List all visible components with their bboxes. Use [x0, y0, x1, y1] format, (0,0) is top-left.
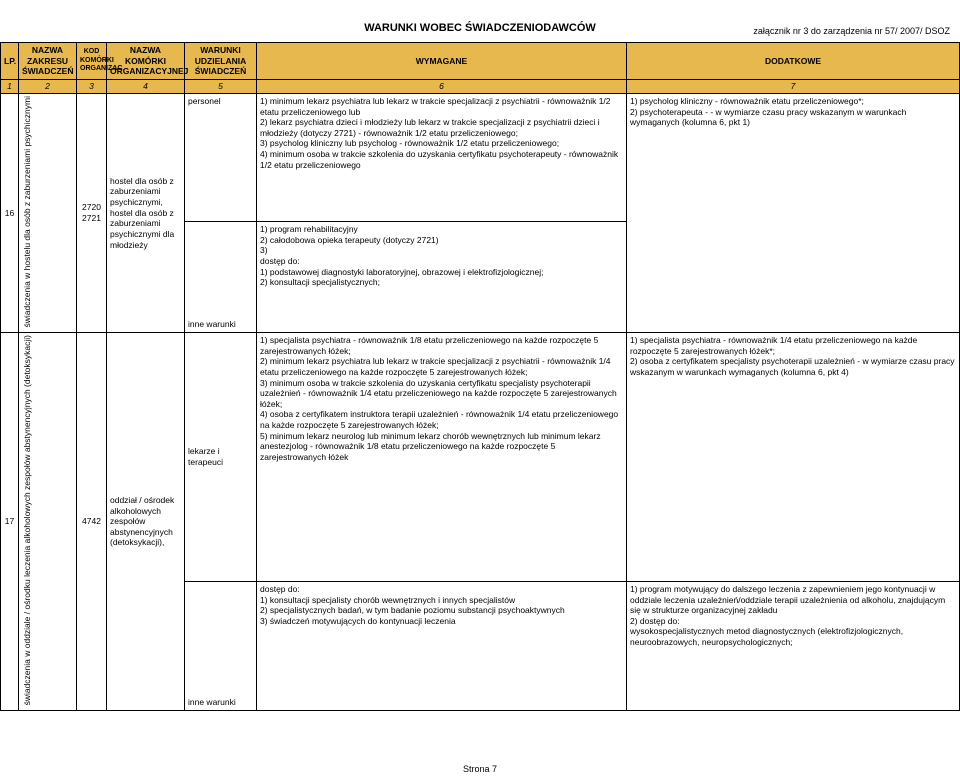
zakres-16-text: świadczenia w hostelu dla osób z zaburze…	[22, 96, 73, 328]
komorka-16: hostel dla osób z zaburzeniami psychiczn…	[107, 93, 185, 332]
num-6: 6	[257, 79, 627, 93]
lp-17: 17	[1, 333, 19, 711]
table-row: 16 świadczenia w hostelu dla osób z zabu…	[1, 93, 960, 221]
zakres-16: świadczenia w hostelu dla osób z zaburze…	[19, 93, 77, 332]
num-4: 4	[107, 79, 185, 93]
th-lp: LP.	[1, 43, 19, 80]
wym-17-1: 1) specjalista psychiatra - równoważnik …	[257, 333, 627, 582]
war-16-2: inne warunki	[185, 222, 257, 333]
war-16-1: personel	[185, 93, 257, 221]
th-wymagane: WYMAGANE	[257, 43, 627, 80]
attachment-label: załącznik nr 3 do zarządzenia nr 57/ 200…	[753, 26, 950, 36]
table-row: 17 świadczenia w oddziale / ośrodku lecz…	[1, 333, 960, 582]
number-row: 1 2 3 4 5 6 7	[1, 79, 960, 93]
wym-16-1: 1) minimum lekarz psychiatra lub lekarz …	[257, 93, 627, 221]
main-table: LP. NAZWA ZAKRESU ŚWIADCZEŃ KOD KOMÓRKI …	[0, 42, 960, 711]
header-row: LP. NAZWA ZAKRESU ŚWIADCZEŃ KOD KOMÓRKI …	[1, 43, 960, 80]
dod-17-1: 1) specjalista psychiatra - równoważnik …	[627, 333, 960, 582]
num-1: 1	[1, 79, 19, 93]
th-zakres: NAZWA ZAKRESU ŚWIADCZEŃ	[19, 43, 77, 80]
num-5: 5	[185, 79, 257, 93]
wym-17-2: dostęp do: 1) konsultacji specjalisty ch…	[257, 581, 627, 710]
page-footer: Strona 7	[0, 764, 960, 774]
th-kod: KOD KOMÓRKI ORGANIZAC	[77, 43, 107, 80]
th-dodatkowe: DODATKOWE	[627, 43, 960, 80]
num-3: 3	[77, 79, 107, 93]
num-7: 7	[627, 79, 960, 93]
num-2: 2	[19, 79, 77, 93]
war-17-1: lekarze i terapeuci	[185, 333, 257, 582]
th-warunki: WARUNKI UDZIELANIA ŚWIADCZEŃ	[185, 43, 257, 80]
kod-16: 2720 2721	[77, 93, 107, 332]
zakres-17: świadczenia w oddziale / ośrodku leczeni…	[19, 333, 77, 711]
wym-16-2: 1) program rehabilitacyjny 2) całodobowa…	[257, 222, 627, 333]
dod-16: 1) psycholog kliniczny - równoważnik eta…	[627, 93, 960, 332]
th-komorka: NAZWA KOMÓRKI ORGANIZACYJNEJ	[107, 43, 185, 80]
kod-17: 4742	[77, 333, 107, 711]
lp-16: 16	[1, 93, 19, 332]
zakres-17-text: świadczenia w oddziale / ośrodku leczeni…	[22, 335, 73, 705]
war-17-2: inne warunki	[185, 581, 257, 710]
komorka-17: oddział / ośrodek alkoholowych zespołów …	[107, 333, 185, 711]
dod-17-2: 1) program motywujący do dalszego leczen…	[627, 581, 960, 710]
